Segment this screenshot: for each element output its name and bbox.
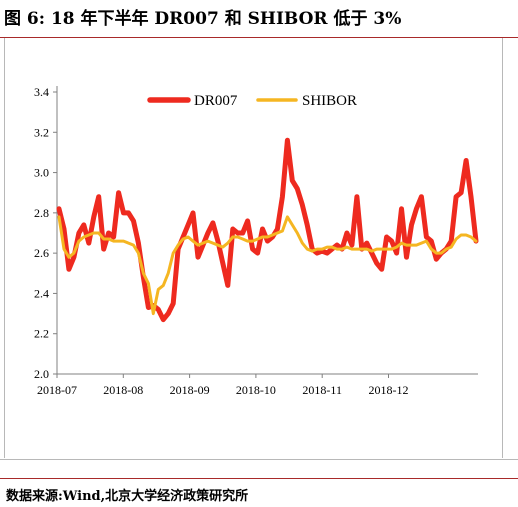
x-tick-label: 2018-09: [170, 383, 210, 397]
frame-left-border: [4, 38, 5, 458]
y-tick-label: 2.0: [34, 367, 49, 381]
x-tick-label: 2018-12: [368, 383, 408, 397]
y-tick-label: 3.0: [34, 166, 49, 180]
frame-right-border: [502, 38, 503, 458]
chart-title: 图 6: 18 年下半年 DR007 和 SHIBOR 低于 3%: [4, 9, 402, 29]
y-tick-label: 2.6: [34, 246, 49, 260]
y-tick-label: 3.4: [34, 85, 49, 99]
y-tick-label: 3.2: [34, 125, 49, 139]
y-tick-label: 2.4: [34, 286, 49, 300]
source-rule: [0, 478, 518, 479]
series-line-dr007: [56, 137, 479, 323]
x-tick-label: 2018-10: [236, 383, 276, 397]
x-tick-label: 2018-11: [302, 383, 342, 397]
source-note: 数据来源:Wind,北京大学经济政策研究所: [6, 489, 249, 504]
legend-label-shibor: SHIBOR: [302, 93, 357, 109]
legend-label-dr007: DR007: [194, 93, 238, 109]
y-tick-label: 2.8: [34, 206, 49, 220]
title-rule: [0, 37, 518, 38]
x-tick-label: 2018-07: [37, 383, 77, 397]
frame-bottom-border: [0, 459, 518, 460]
x-tick-label: 2018-08: [103, 383, 143, 397]
series-line-shibor: [57, 215, 478, 316]
y-tick-label: 2.2: [34, 327, 49, 341]
